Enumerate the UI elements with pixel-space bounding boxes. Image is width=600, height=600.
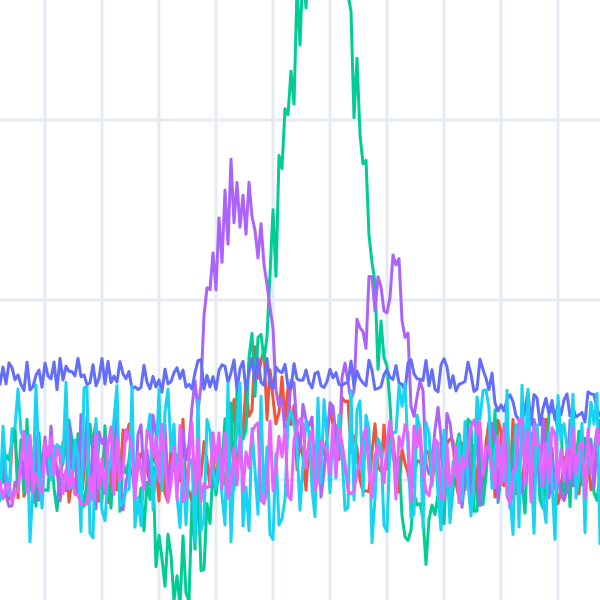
- series-line-5: [0, 381, 600, 545]
- series-line-6: [0, 417, 600, 506]
- series-line-4: [0, 356, 600, 427]
